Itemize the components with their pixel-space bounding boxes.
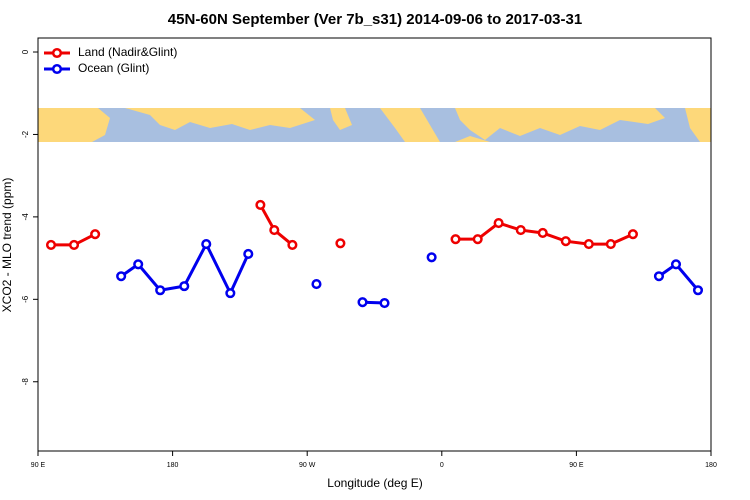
point <box>90 229 101 240</box>
point <box>560 236 571 247</box>
point <box>155 285 166 296</box>
legend-label: Land (Nadir&Glint) <box>78 45 177 59</box>
point <box>179 281 190 292</box>
legend-marker <box>51 47 63 59</box>
y-tick-label: -6 <box>21 295 30 303</box>
land-shape <box>455 108 665 140</box>
plot-frame <box>37 37 712 452</box>
y-tick-label: -8 <box>21 378 30 386</box>
point <box>537 227 548 239</box>
point <box>287 239 298 250</box>
point <box>311 279 322 290</box>
point <box>243 248 254 260</box>
land-shape <box>125 108 315 130</box>
map-band <box>38 108 711 142</box>
x-tick-label: 90 E <box>31 462 46 469</box>
series-line <box>120 240 700 305</box>
point <box>515 225 526 236</box>
point <box>583 239 594 250</box>
point <box>627 229 638 240</box>
x-tick-label: 180 <box>705 462 717 469</box>
point <box>379 297 390 309</box>
point <box>493 218 504 229</box>
y-tick-label: 0 <box>21 49 30 54</box>
y-tick-label: -4 <box>21 213 30 221</box>
point <box>201 239 212 250</box>
x-tick-label: 90 E <box>569 462 584 469</box>
x-tick-label: 0 <box>440 462 444 469</box>
x-tick-label: 90 W <box>299 462 316 469</box>
x-axis-label: Longitude (deg E) <box>327 476 422 490</box>
land-shape <box>685 108 711 142</box>
point <box>225 288 236 299</box>
point <box>269 225 280 236</box>
legend-marker <box>51 63 63 75</box>
point <box>335 238 346 249</box>
legend-label: Ocean (Glint) <box>78 61 149 75</box>
land-shape <box>330 108 352 130</box>
point <box>45 239 57 250</box>
point <box>133 259 144 270</box>
point <box>116 271 127 282</box>
point <box>68 239 80 250</box>
point <box>692 285 704 296</box>
y-axis-label: XCO2 - MLO trend (ppm) <box>0 178 14 313</box>
point <box>605 239 616 250</box>
point <box>472 234 483 245</box>
y-tick-label: -2 <box>21 130 30 138</box>
point <box>653 271 665 282</box>
point <box>255 199 266 210</box>
land-shape <box>380 108 440 142</box>
point <box>426 252 437 263</box>
point <box>670 259 682 270</box>
x-tick-label: 180 <box>167 462 179 469</box>
point <box>357 297 368 308</box>
chart-title: 45N-60N September (Ver 7b_s31) 2014-09-0… <box>168 11 582 28</box>
land-shape <box>38 108 110 142</box>
land-shape <box>455 136 490 142</box>
point <box>450 234 461 245</box>
